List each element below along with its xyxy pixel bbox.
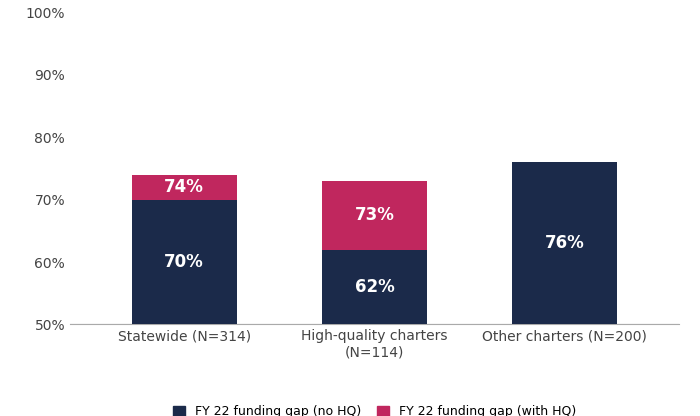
Text: 74%: 74% <box>164 178 204 196</box>
Legend: FY 22 funding gap (no HQ), FY 22 funding gap (with HQ): FY 22 funding gap (no HQ), FY 22 funding… <box>173 405 576 416</box>
Bar <box>322 181 427 250</box>
Text: 76%: 76% <box>545 234 584 253</box>
Text: 70%: 70% <box>164 253 204 271</box>
Bar <box>512 162 617 324</box>
Bar <box>322 250 427 324</box>
Text: 73%: 73% <box>355 206 394 224</box>
Bar <box>132 200 237 324</box>
Bar <box>132 175 237 200</box>
Text: 62%: 62% <box>355 278 394 296</box>
